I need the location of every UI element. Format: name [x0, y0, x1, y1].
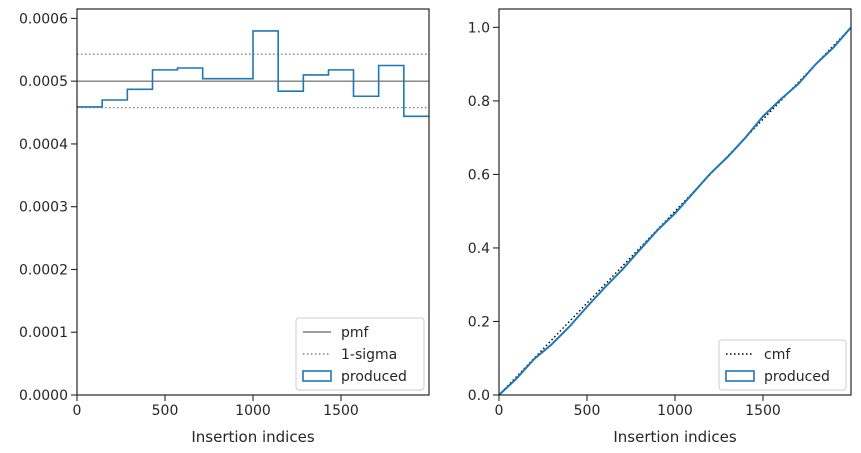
legend-label: 1-sigma: [341, 347, 397, 363]
y-tick-label: 0.6: [468, 167, 490, 183]
chart-panel-2: 0 500 1000 1500 0.0 0.2 0.4 0.6 0.8 1.0 Insertion …: [468, 8, 852, 446]
plot-frame: [498, 8, 852, 396]
y-tick-label: 0.4: [468, 241, 490, 257]
x-tick-label: 1500: [745, 403, 781, 419]
y-tick-label: 0.0001: [19, 325, 68, 341]
legend: cmf produced: [718, 339, 847, 391]
y-tick-label: 0.8: [468, 94, 490, 110]
x-tick-label: 0: [495, 403, 504, 419]
x-axis-label: Insertion indices: [613, 428, 736, 446]
histogram-step-series: [77, 30, 429, 118]
x-tick-label: 0: [73, 403, 82, 419]
legend-produced-swatch: [725, 370, 755, 382]
legend-box: [295, 317, 425, 391]
y-tick-label: 0.0002: [19, 262, 68, 278]
x-axis-label: Insertion indices: [191, 428, 314, 446]
legend-label: cmf: [764, 347, 791, 363]
y-tick-label: 0.0003: [19, 200, 68, 216]
y-tick-label: 1.0: [468, 20, 490, 36]
y-tick-label: 0.0004: [19, 137, 68, 153]
produced-cdf-line: [498, 26, 852, 396]
x-tick-label: 500: [152, 403, 179, 419]
legend-label: produced: [764, 369, 830, 385]
x-tick-label: 1500: [323, 403, 359, 419]
x-tick-label: 1000: [235, 403, 271, 419]
legend-box: [718, 339, 847, 391]
legend-label: produced: [341, 369, 407, 385]
legend: pmf 1-sigma produced: [295, 317, 425, 391]
y-tick-label: 0.0: [468, 388, 490, 404]
y-tick-label: 0.2: [468, 314, 490, 330]
y-tick-label: 0.0006: [19, 11, 68, 27]
chart-panel-1: 0 500 1000 1500 0.0000 0.0001 0.0002 0.0003 0.00…: [19, 8, 430, 446]
legend-produced-swatch: [302, 370, 332, 382]
legend-label: pmf: [341, 325, 370, 341]
y-tick-label: 0.0005: [19, 74, 68, 90]
x-tick-label: 1000: [657, 403, 693, 419]
y-tick-label: 0.0000: [19, 388, 68, 404]
x-tick-label: 500: [574, 403, 601, 419]
